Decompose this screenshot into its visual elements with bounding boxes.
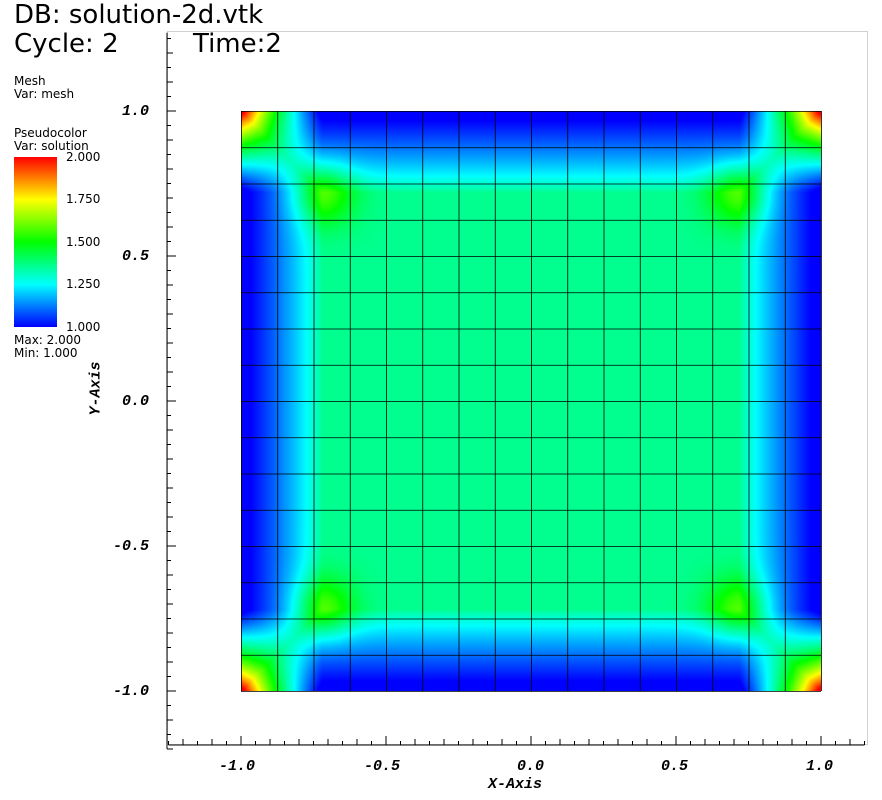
x-tick-label: 0.5 [661,758,689,775]
y-tick-label: 0.5 [122,248,150,265]
solution-heatmap [241,111,821,691]
y-tick-label: 1.0 [122,103,150,120]
mesh-legend-var: Var: mesh [14,87,75,101]
min-label: Min: 1.000 [14,346,78,360]
x-tick-label: -0.5 [364,758,401,775]
x-tick-label: 0.0 [517,758,545,775]
colorbar-tick-label: 1.000 [66,320,101,334]
x-tick-label: 1.0 [806,758,834,775]
colorbar-tick-label: 1.750 [66,192,101,206]
x-axis-title: X-Axis [488,776,543,793]
cycle-label: Cycle: 2 [14,29,119,59]
colorbar-tick-label: 2.000 [66,150,101,164]
y-tick-label: -0.5 [113,538,150,555]
y-tick-label: 0.0 [122,393,150,410]
max-label: Max: 2.000 [14,333,82,347]
colorbar-tick-label: 1.250 [66,277,101,291]
y-axis-title: Y-Axis [87,361,105,416]
pseudocolor-legend-title: Pseudocolor [14,126,87,140]
mesh-legend-title: Mesh [14,74,46,88]
time-label: Time:2 [193,29,282,59]
pseudocolor-legend-var: Var: solution [14,139,89,153]
colorbar [14,157,57,327]
database-label: DB: solution-2d.vtk [14,0,264,30]
x-tick-label: -1.0 [219,758,256,775]
colorbar-tick-label: 1.500 [66,235,101,249]
y-tick-label: -1.0 [113,683,150,700]
